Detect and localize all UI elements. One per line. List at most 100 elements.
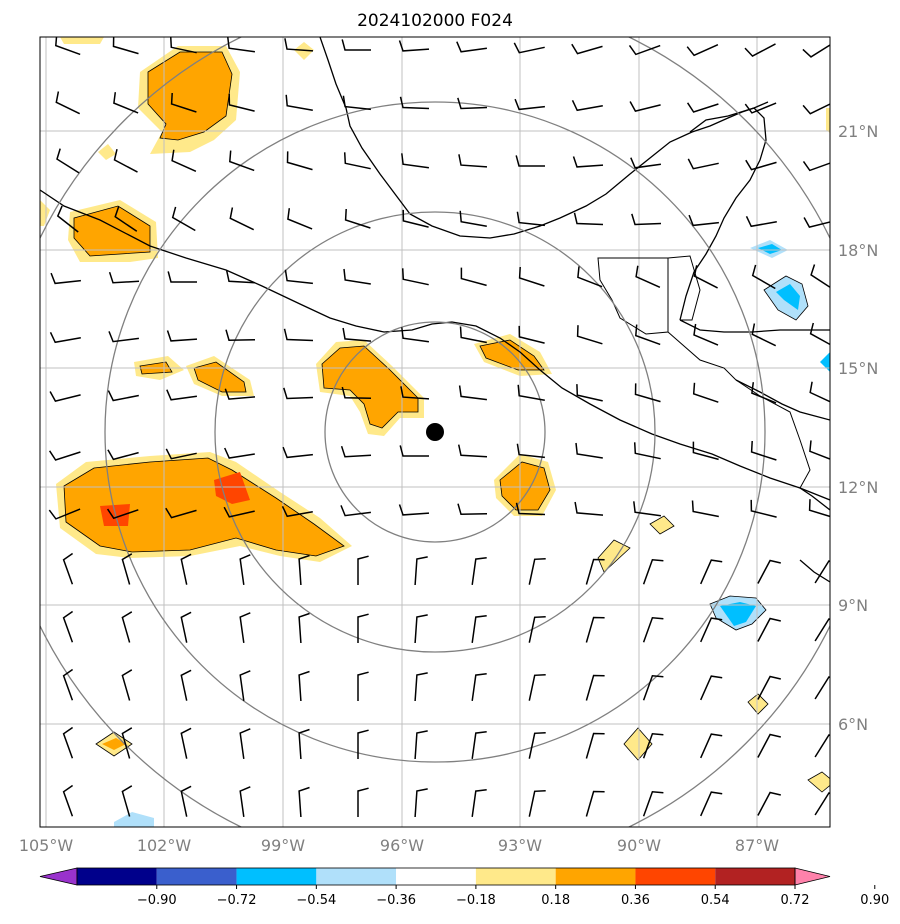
colorbar-segment — [475, 868, 556, 885]
wind-barb — [357, 613, 369, 643]
wind-barb — [744, 102, 777, 114]
wind-barb — [814, 676, 830, 700]
wind-barb — [642, 617, 664, 643]
lon-label: 90°W — [617, 836, 661, 855]
wind-barb — [692, 382, 719, 403]
wind-barb — [121, 727, 133, 759]
wind-barb — [572, 156, 604, 168]
wind-barb — [629, 101, 661, 112]
shaded-region — [499, 461, 551, 511]
wind-barb — [573, 212, 604, 226]
wind-barb — [700, 559, 723, 585]
wind-barb — [750, 499, 777, 518]
shaded-region — [623, 727, 653, 761]
wind-barb — [809, 322, 830, 346]
wind-barb — [700, 675, 723, 701]
wind-barb — [340, 445, 372, 458]
wind-barb — [693, 323, 719, 346]
lon-label: 93°W — [498, 836, 542, 855]
wind-barb — [55, 91, 81, 115]
shaded-region — [720, 602, 756, 626]
wind-barb — [180, 611, 192, 643]
wind-barb — [224, 388, 256, 400]
colorbar-extend-low — [39, 867, 78, 886]
wind-barb — [574, 501, 604, 516]
country-borders — [597, 255, 811, 489]
wind-barb — [577, 266, 603, 288]
wind-barb — [107, 390, 139, 402]
shaded-region — [147, 51, 233, 141]
wind-barb — [284, 38, 314, 52]
gulf-coast — [319, 37, 767, 321]
colorbar-tick-label: −0.54 — [296, 893, 336, 908]
wind-barb — [414, 788, 428, 818]
wind-barb — [357, 671, 369, 701]
wind-barb — [808, 499, 830, 518]
wind-barb — [585, 732, 605, 759]
border-belize — [667, 255, 701, 321]
wind-barb — [751, 264, 776, 290]
lon-label: 96°W — [380, 836, 424, 855]
colorbar-tick-label: −0.90 — [137, 893, 177, 908]
wind-barb — [458, 154, 488, 168]
wind-barb — [575, 442, 603, 459]
wind-barb — [166, 330, 198, 342]
wind-barb — [343, 268, 371, 285]
wind-barb — [225, 329, 256, 341]
mexico-pacific-coast — [40, 189, 830, 501]
wind-barb — [457, 503, 488, 515]
wind-barb — [56, 205, 79, 233]
wind-barb — [635, 324, 661, 346]
wind-barb — [528, 673, 546, 701]
shaded-region — [98, 144, 116, 160]
shaded-region — [807, 771, 830, 793]
wind-barb — [283, 387, 314, 400]
wind-barb — [686, 44, 719, 57]
wind-barb — [414, 730, 428, 760]
border-honduras — [667, 331, 737, 381]
wind-barb — [700, 791, 723, 817]
lon-label: 102°W — [137, 836, 192, 855]
wind-barb — [180, 785, 192, 817]
wind-barb — [686, 102, 719, 113]
wind-barb — [810, 264, 830, 289]
wind-barb — [167, 271, 197, 283]
wind-barb — [298, 786, 310, 818]
wind-barb — [515, 502, 546, 516]
wind-barb — [401, 327, 430, 343]
shaded-region — [60, 37, 104, 44]
map-title: 2024102000 F024 — [357, 11, 513, 31]
wind-barb — [180, 553, 192, 585]
wind-barb — [229, 207, 255, 231]
wind-barb — [757, 559, 781, 584]
wind-barb — [585, 790, 605, 817]
wind-barb — [757, 675, 781, 700]
wind-barb — [633, 442, 661, 460]
wind-barb — [281, 505, 313, 518]
wind-barb — [401, 153, 430, 169]
wind-barb — [344, 208, 371, 229]
wind-barb — [633, 501, 662, 517]
shaded-region — [63, 457, 345, 557]
wind-barb — [513, 42, 545, 54]
wind-barb — [693, 265, 718, 289]
wind-barb — [283, 328, 314, 342]
wind-barbs — [48, 37, 830, 818]
wind-barb — [517, 384, 545, 402]
wind-barb — [802, 44, 830, 58]
wind-barb — [106, 508, 139, 520]
wind-barb — [414, 614, 428, 644]
colorbar-tick-label: 0.18 — [541, 893, 570, 908]
wind-barb — [399, 445, 429, 457]
colorbar-segment — [77, 868, 157, 885]
shaded-region — [40, 200, 50, 226]
wind-barb — [342, 327, 372, 342]
wind-barb — [180, 669, 192, 701]
wind-barb — [62, 726, 74, 759]
wind-barb — [171, 149, 197, 172]
wind-barb — [340, 505, 371, 517]
wind-barb — [62, 552, 74, 585]
wind-barb — [414, 672, 428, 702]
wind-barb — [571, 43, 603, 55]
